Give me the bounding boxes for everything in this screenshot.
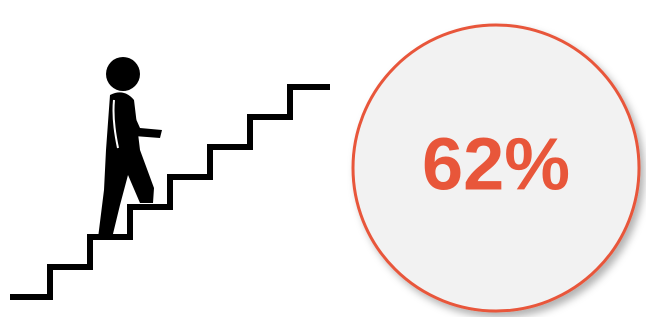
stairs	[10, 87, 330, 297]
page: {"stat": "62%"} 62% (() => { const data …	[0, 0, 646, 317]
stat-value: 62%	[422, 123, 570, 206]
infographic: 62%	[0, 0, 646, 317]
